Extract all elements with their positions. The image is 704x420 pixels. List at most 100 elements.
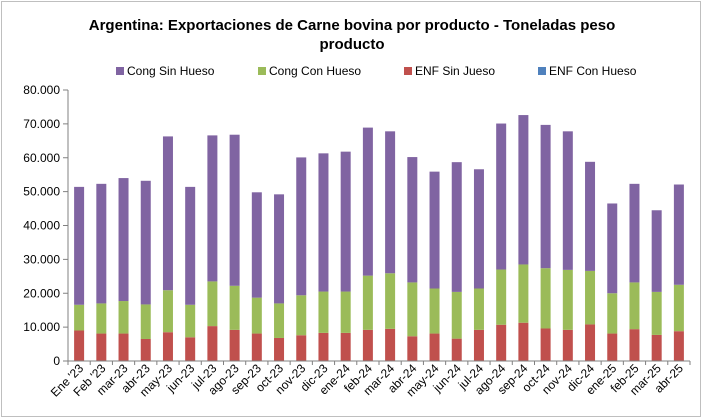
y-tick-label: 60.000 [23,151,60,165]
bar-segment-enf-sin-jueso [140,338,151,361]
bar-segment-cong-con-hueso [140,304,151,339]
y-tick-label: 30.000 [23,252,60,266]
y-tick-label: 50.000 [23,185,60,199]
bar-segment-cong-con-hueso [473,288,484,330]
legend-item-enf-con-hueso: ENF Con Hueso [538,64,636,78]
bar-segment-enf-sin-jueso [429,333,440,361]
bar-segment-cong-sin-hueso [562,131,573,270]
bar-segment-enf-sin-jueso [318,332,329,361]
bar-segment-cong-sin-hueso [74,186,85,305]
legend-label-enf-con-hueso: ENF Con Hueso [549,64,637,78]
chart-legend: Cong Sin Hueso Cong Con Hueso ENF Sin Ju… [0,64,704,84]
bar-segment-cong-con-hueso [274,303,285,338]
bar-segment-cong-con-hueso [496,269,507,325]
bar-segment-enf-sin-jueso [96,333,107,361]
bar-segment-cong-sin-hueso [185,186,196,305]
chart-title: Argentina: Exportaciones de Carne bovina… [0,16,704,54]
bar-segment-enf-sin-jueso [651,334,662,361]
y-tick-label: 40.000 [23,219,60,233]
bar-segment-enf-sin-jueso [385,328,396,361]
bar-segment-cong-con-hueso [407,282,418,337]
bar-segment-enf-sin-jueso [473,329,484,361]
y-tick-label: 0 [53,354,60,368]
y-tick-label: 80.000 [23,83,60,97]
bar-segment-enf-sin-jueso [451,338,462,361]
bar-segment-cong-con-hueso [251,297,262,334]
legend-label-cong-con-hueso: Cong Con Hueso [269,64,362,78]
bar-segment-cong-con-hueso [162,290,173,333]
bar-segment-cong-sin-hueso [585,161,596,271]
bar-segment-enf-sin-jueso [629,329,640,361]
legend-swatch-enf-con-hueso [538,67,546,75]
bar-segment-cong-con-hueso [96,303,107,334]
legend-swatch-cong-sin-hueso [116,67,124,75]
bar-segment-cong-sin-hueso [251,192,262,298]
bar-segment-cong-con-hueso [318,291,329,333]
bar-segment-enf-sin-jueso [274,337,285,361]
bar-segment-cong-sin-hueso [518,115,529,265]
bar-segment-cong-sin-hueso [473,169,484,289]
bar-segment-enf-sin-jueso [229,329,240,361]
legend-item-cong-sin-hueso: Cong Sin Hueso [116,64,214,78]
bar-segment-cong-sin-hueso [629,183,640,283]
bar-segment-enf-sin-jueso [496,324,507,361]
bar-segment-cong-sin-hueso [274,194,285,304]
bar-segment-enf-sin-jueso [162,332,173,361]
bar-segment-cong-sin-hueso [407,157,418,283]
bar-segment-cong-con-hueso [385,273,396,329]
bar-segment-enf-sin-jueso [340,332,351,361]
legend-item-cong-con-hueso: Cong Con Hueso [258,64,361,78]
bar-segment-cong-sin-hueso [318,153,329,292]
bar-segment-cong-con-hueso [585,270,596,325]
bar-segment-cong-sin-hueso [540,124,551,269]
bar-segment-cong-con-hueso [673,284,684,332]
bar-segment-cong-con-hueso [74,304,85,331]
bar-segment-enf-sin-jueso [562,329,573,361]
bar-segment-cong-con-hueso [451,291,462,339]
bar-segment-cong-sin-hueso [385,131,396,274]
bar-segment-cong-sin-hueso [451,162,462,292]
bar-segment-cong-con-hueso [362,275,373,330]
bar-segment-cong-con-hueso [562,269,573,330]
bar-segment-enf-sin-jueso [407,336,418,361]
bar-segment-cong-sin-hueso [340,151,351,292]
bar-segment-cong-sin-hueso [229,134,240,286]
y-tick-label: 20.000 [23,286,60,300]
bar-segment-cong-sin-hueso [607,203,618,294]
bar-segment-cong-sin-hueso [118,178,129,302]
bar-segment-cong-sin-hueso [651,210,662,292]
bar-segment-enf-sin-jueso [518,322,529,361]
bar-segment-enf-sin-jueso [207,326,218,361]
bar-segment-cong-con-hueso [607,293,618,334]
bar-segment-enf-sin-jueso [251,333,262,361]
bar-segment-cong-sin-hueso [207,135,218,282]
bar-segment-cong-sin-hueso [673,184,684,285]
bar-segment-cong-sin-hueso [296,157,307,296]
bar-segment-enf-sin-jueso [673,331,684,361]
legend-swatch-cong-con-hueso [258,67,266,75]
bar-segment-cong-sin-hueso [162,136,173,291]
bar-segment-cong-con-hueso [518,264,529,323]
bar-segment-cong-con-hueso [651,291,662,335]
bar-segment-enf-sin-jueso [362,329,373,361]
bar-segment-cong-sin-hueso [140,180,151,305]
bar-segment-cong-con-hueso [229,285,240,330]
bar-segment-cong-con-hueso [185,304,196,338]
bar-segment-cong-sin-hueso [96,183,107,304]
bar-segment-enf-sin-jueso [185,337,196,361]
bar-segment-enf-sin-jueso [296,335,307,361]
bar-segment-enf-sin-jueso [585,324,596,361]
bar-segment-enf-sin-jueso [118,333,129,361]
bar-segment-cong-sin-hueso [429,171,440,289]
bar-segment-cong-con-hueso [207,281,218,327]
bar-segment-cong-sin-hueso [362,127,373,276]
legend-item-enf-sin-jueso: ENF Sin Jueso [404,64,495,78]
bar-segment-enf-sin-jueso [74,330,85,361]
bar-segment-cong-con-hueso [118,301,129,334]
bar-segment-cong-con-hueso [429,288,440,334]
bar-segment-enf-sin-jueso [607,333,618,361]
bar-segment-cong-con-hueso [629,282,640,330]
bar-segment-cong-con-hueso [296,295,307,336]
legend-label-enf-sin-jueso: ENF Sin Jueso [415,64,496,78]
